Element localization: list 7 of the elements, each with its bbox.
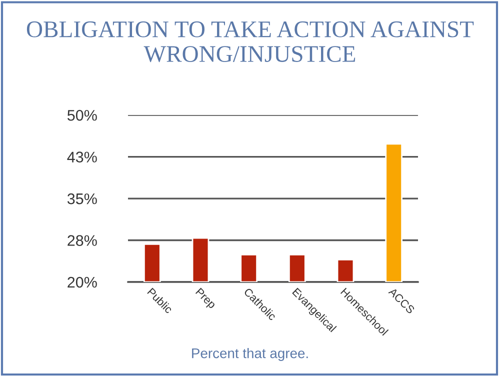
y-tick-label: 50%	[67, 110, 97, 121]
y-tick-label: 20%	[68, 276, 97, 288]
y-tick-label: 43%	[67, 152, 97, 162]
chart-title: OBLIGATION TO TAKE ACTION AGAINST WRONG/INJUSTICE	[26, 21, 474, 62]
text: Percent that agree.	[192, 348, 308, 361]
y-tick-label: 35%	[67, 193, 97, 204]
y-tick-label: 28%	[68, 235, 97, 246]
